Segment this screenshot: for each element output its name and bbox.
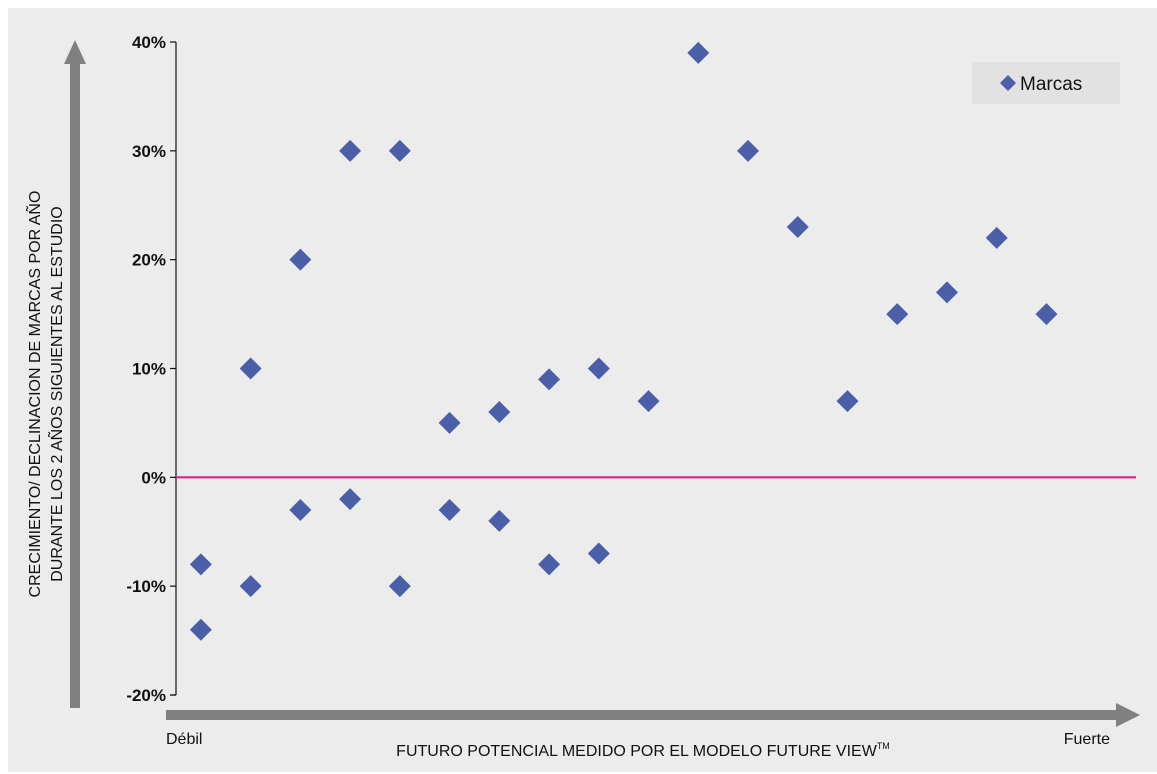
chart-background [8,8,1157,772]
data-point-marcas [786,216,809,239]
data-point-marcas [538,368,561,391]
data-point-marcas [687,41,710,64]
y-axis-arrow [64,40,86,708]
data-point-marcas [637,390,660,413]
y-tick-label: 10% [132,360,166,379]
data-point-marcas [239,575,262,598]
x-axis-label: FUTURO POTENCIAL MEDIDO POR EL MODELO FU… [396,741,890,760]
y-tick-label: 30% [132,142,166,161]
data-point-marcas [737,139,760,162]
data-point-marcas [935,281,958,304]
x-axis-arrow [166,703,1140,727]
y-tick-label: 20% [132,251,166,270]
data-point-marcas [538,553,561,576]
data-point-marcas [388,139,411,162]
x-axis-label-text: FUTURO POTENCIAL MEDIDO POR EL MODELO FU… [396,743,878,760]
legend: Marcas [972,62,1120,104]
data-point-marcas [339,139,362,162]
data-point-marcas [339,488,362,511]
data-point-marcas [1035,303,1058,326]
data-point-marcas [488,509,511,532]
data-point-marcas [587,357,610,380]
data-point-marcas [438,498,461,521]
x-left-label: Débil [166,731,202,748]
y-axis-label-line-2: DURANTE LOS 2 AÑOS SIGUIENTES AL ESTUDIO [46,206,66,582]
data-point-marcas [488,401,511,424]
data-points [189,41,1058,641]
data-point-marcas [985,226,1008,249]
y-axis-label-line-1: CRECIMIENTO/ DECLINACION DE MARCAS POR A… [24,191,44,598]
data-point-marcas [189,553,212,576]
data-point-marcas [189,618,212,641]
data-point-marcas [836,390,859,413]
y-tick-label: 40% [132,33,166,52]
y-tick-label: -20% [126,686,166,705]
data-point-marcas [388,575,411,598]
data-point-marcas [438,411,461,434]
data-point-marcas [239,357,262,380]
y-ticks: 40% 30% 20% 10% 0% -10% -20% [126,33,176,705]
data-point-marcas [886,303,909,326]
y-tick-label: 0% [141,468,166,487]
legend-label: Marcas [1020,74,1082,95]
legend-box [972,62,1120,104]
x-right-label: Fuerte [1064,731,1110,748]
data-point-marcas [289,498,312,521]
data-point-marcas [289,248,312,271]
x-axis-label-tm: TM [877,741,890,751]
data-point-marcas [587,542,610,565]
y-tick-label: -10% [126,577,166,596]
legend-marker [1000,75,1016,91]
